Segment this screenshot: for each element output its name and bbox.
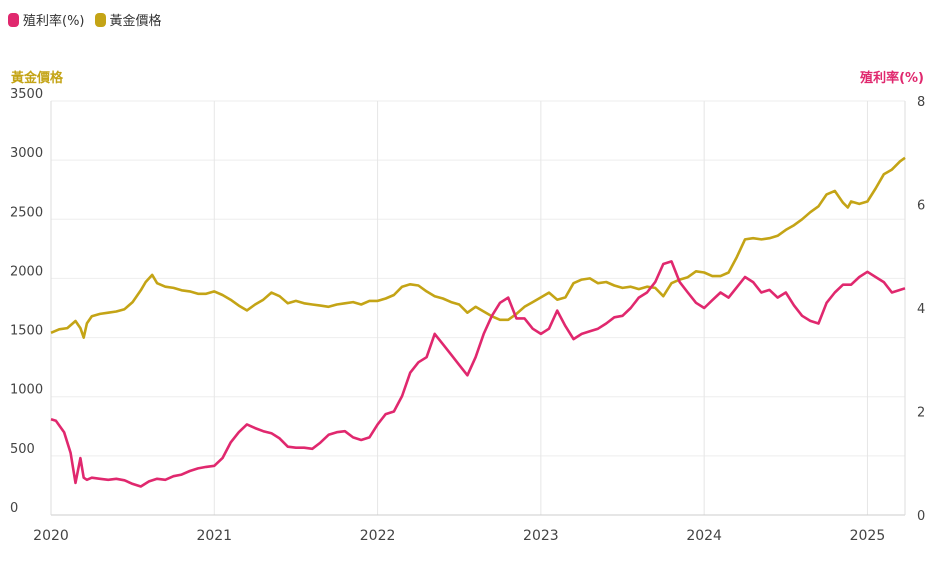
y-left-tick-label: 500: [10, 442, 35, 457]
y-left-tick-label: 1500: [10, 324, 43, 339]
y-right-tick-label: 6: [917, 199, 925, 214]
left-axis-title: 黃金價格: [11, 71, 64, 86]
x-tick-label: 2022: [360, 528, 396, 544]
y-left-tick-label: 1000: [10, 383, 43, 398]
y-right-axis-ticks: 0 2 4 6 8: [917, 95, 925, 524]
legend-label-yield: 殖利率(%): [23, 14, 85, 29]
x-tick-label: 2021: [196, 528, 232, 544]
x-tick-label: 2025: [850, 528, 886, 544]
legend-swatch-yield: [8, 12, 19, 27]
legend-label-gold: 黃金價格: [109, 14, 162, 29]
x-tick-label: 2024: [686, 528, 722, 544]
y-left-axis-ticks: 0 500 1000 1500 2000 2500 3000 3500: [10, 87, 43, 516]
y-right-tick-label: 8: [917, 95, 925, 110]
y-left-tick-label: 3500: [10, 87, 43, 102]
right-axis-title: 殖利率(%): [860, 71, 924, 86]
x-tick-label: 2020: [33, 528, 69, 544]
x-axis-ticks: 2020 2021 2022 2023 2024 2025: [33, 528, 885, 544]
y-right-tick-label: 0: [917, 509, 925, 524]
legend-item-yield[interactable]: 殖利率(%): [8, 10, 85, 29]
legend-item-gold[interactable]: 黃金價格: [94, 10, 162, 29]
y-left-tick-label: 2000: [10, 264, 43, 279]
gold-price-line: [50, 156, 906, 339]
x-tick-label: 2023: [523, 528, 559, 544]
yield-line: [50, 260, 906, 488]
y-right-tick-label: 4: [917, 302, 925, 317]
grid: [50, 100, 906, 516]
series-lines: [50, 156, 906, 488]
y-left-tick-label: 0: [10, 501, 18, 516]
legend-swatch-gold: [94, 12, 106, 27]
legend: 殖利率(%) 黃金價格: [8, 10, 162, 29]
y-left-tick-label: 2500: [10, 205, 43, 220]
y-left-tick-label: 3000: [10, 146, 43, 161]
y-right-tick-label: 2: [917, 406, 925, 421]
